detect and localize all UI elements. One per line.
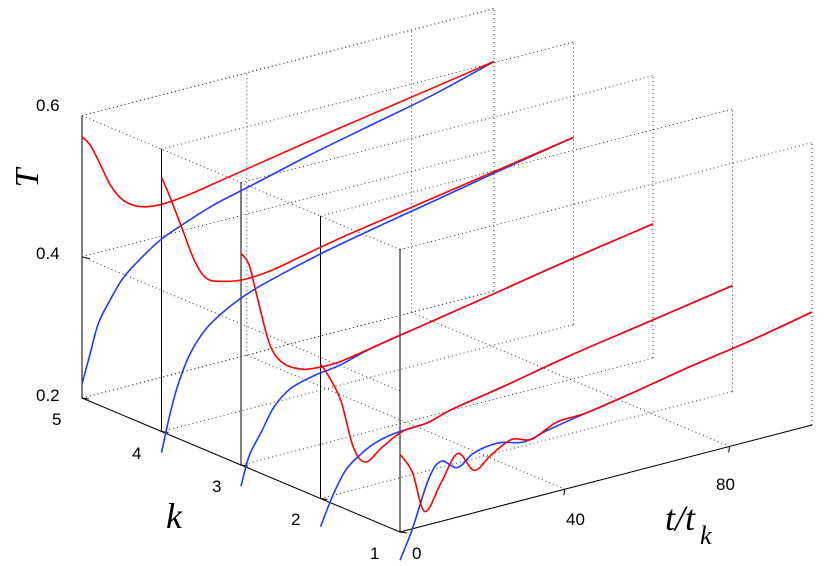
axis-frame xyxy=(81,115,813,534)
k-tick-5: 5 xyxy=(52,410,61,429)
z-tick-0.4: 0.4 xyxy=(36,244,60,263)
grid-slice-top-1 xyxy=(399,142,813,251)
t-tick-40: 40 xyxy=(566,510,585,529)
series-red-k3 xyxy=(240,223,654,371)
k-axis-label: k xyxy=(166,496,183,536)
series-blue-k2 xyxy=(319,284,733,527)
series-blue-k4 xyxy=(160,136,574,453)
t-tick-80: 80 xyxy=(716,475,735,494)
series-red-k2 xyxy=(319,284,733,463)
k-tick-mark-5 xyxy=(81,397,90,400)
tick-labels: 0.2 0.4 0.6 5 4 3 2 1 0 40 80 xyxy=(36,96,735,563)
series-blue-k1 xyxy=(399,311,813,561)
grid-slice-top-3 xyxy=(240,75,654,184)
t-tick-mark-1 xyxy=(728,446,731,453)
k-tick-mark-2 xyxy=(320,498,328,500)
grid-slice-top-4 xyxy=(161,41,574,150)
z-tick-0.2: 0.2 xyxy=(36,386,60,405)
k-tick-3: 3 xyxy=(212,477,221,496)
grid-slice-top-5 xyxy=(81,8,495,117)
t-axis-label: t/t xyxy=(665,498,696,538)
k-tick-mark-1 xyxy=(399,531,408,534)
grid-floor-k-5 xyxy=(81,290,495,399)
grid-floor-k-2 xyxy=(320,391,733,499)
t-axis-line xyxy=(399,424,813,533)
axis-titles: T k t/t k xyxy=(9,166,712,550)
z-tick-0.6: 0.6 xyxy=(36,96,60,115)
grid-slice-top-2 xyxy=(320,108,733,217)
series-red-k5 xyxy=(81,60,495,208)
k-tick-2: 2 xyxy=(291,510,300,529)
k-tick-1: 1 xyxy=(370,544,379,563)
t-axis-label-subscript: k xyxy=(700,521,712,550)
series-red-k1 xyxy=(399,311,813,513)
grid-floor-t-1 xyxy=(411,311,730,447)
grid-back-h-1 xyxy=(81,149,495,258)
t-tick-0: 0 xyxy=(412,544,421,563)
t-tick-mark-0 xyxy=(563,489,566,496)
z-tick-mark xyxy=(81,256,91,260)
series-red-k4 xyxy=(160,136,574,283)
k-tick-mark-4 xyxy=(161,431,169,433)
k-tick-4: 4 xyxy=(132,444,141,463)
series-blue-k5 xyxy=(81,60,495,385)
z-axis-label: T xyxy=(9,166,46,187)
series-group xyxy=(81,60,813,561)
grid-floor-k-4 xyxy=(161,324,574,432)
grid-floor-t-0 xyxy=(246,354,565,490)
